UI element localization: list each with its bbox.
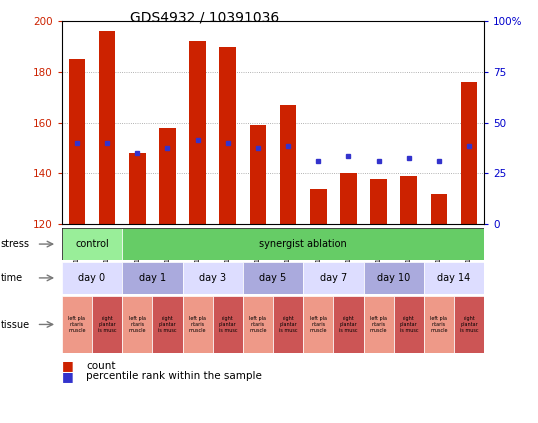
Text: left pla
ntaris
muscle: left pla ntaris muscle [370,316,387,333]
Text: right
plantar
is musc: right plantar is musc [98,316,116,333]
Bar [364,296,394,353]
Text: synergist ablation: synergist ablation [259,239,347,249]
Bar [424,262,484,294]
Text: right
plantar
is musc: right plantar is musc [460,316,478,333]
Text: day 5: day 5 [259,273,287,283]
Bar [424,296,454,353]
Bar [461,82,477,224]
Text: day 14: day 14 [437,273,471,283]
Bar [303,296,334,353]
Text: count: count [86,361,116,371]
Bar [364,262,424,294]
Bar [182,262,243,294]
Text: left pla
ntaris
muscle: left pla ntaris muscle [189,316,207,333]
Bar [99,31,116,224]
Bar [62,296,92,353]
Text: left pla
ntaris
muscle: left pla ntaris muscle [129,316,146,333]
Text: control: control [75,239,109,249]
Bar [62,262,122,294]
Bar [394,296,424,353]
Bar [243,262,303,294]
Text: right
plantar
is musc: right plantar is musc [218,316,237,333]
Text: right
plantar
is musc: right plantar is musc [279,316,298,333]
Text: right
plantar
is musc: right plantar is musc [339,316,358,333]
Bar [310,189,327,224]
Text: left pla
ntaris
muscle: left pla ntaris muscle [249,316,267,333]
Text: GDS4932 / 10391036: GDS4932 / 10391036 [130,11,279,25]
Text: day 10: day 10 [377,273,410,283]
Bar [213,296,243,353]
Bar [220,47,236,224]
Text: tissue: tissue [1,320,30,330]
Bar [122,262,182,294]
Bar [334,296,364,353]
Bar [400,176,417,224]
Bar [430,194,447,224]
Text: left pla
ntaris
muscle: left pla ntaris muscle [68,316,86,333]
Bar [122,296,152,353]
Bar [152,296,182,353]
Text: right
plantar
is musc: right plantar is musc [158,316,176,333]
Bar [280,105,296,224]
Bar [69,59,85,224]
Bar [250,125,266,224]
Bar [273,296,303,353]
Text: day 7: day 7 [320,273,347,283]
Text: right
plantar
is musc: right plantar is musc [400,316,418,333]
Text: ■: ■ [62,370,74,383]
Bar [92,296,122,353]
Text: ■: ■ [62,360,74,372]
Text: percentile rank within the sample: percentile rank within the sample [86,371,262,382]
Bar [303,262,364,294]
Text: day 1: day 1 [139,273,166,283]
Text: stress: stress [1,239,30,249]
Bar [182,296,213,353]
Text: left pla
ntaris
muscle: left pla ntaris muscle [309,316,327,333]
Bar [129,153,146,224]
Text: day 0: day 0 [79,273,105,283]
Bar [62,228,122,260]
Bar [340,173,357,224]
Text: day 3: day 3 [199,273,226,283]
Bar [243,296,273,353]
Bar [370,179,387,224]
Bar [122,228,484,260]
Bar [159,128,176,224]
Bar [189,41,206,224]
Text: time: time [1,273,23,283]
Bar [454,296,484,353]
Text: left pla
ntaris
muscle: left pla ntaris muscle [430,316,448,333]
